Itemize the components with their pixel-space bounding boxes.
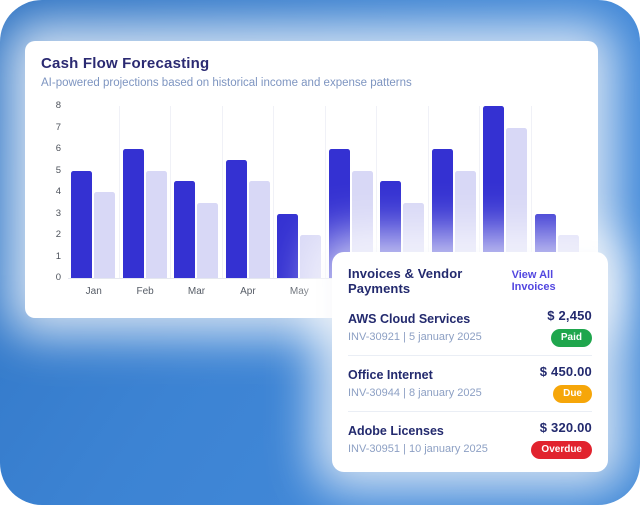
invoice-meta: INV-30944 | 8 january 2025 [348, 387, 482, 399]
secondary-bar [248, 181, 270, 278]
primary-bar [483, 106, 505, 278]
primary-bar [71, 170, 93, 278]
invoice-amount: $ 450.00 [539, 364, 592, 379]
view-all-invoices-link[interactable]: View All Invoices [511, 269, 556, 293]
bar-group-mar [170, 106, 222, 278]
secondary-bar [94, 192, 116, 278]
primary-bar [225, 159, 247, 278]
primary-bar [277, 213, 299, 278]
status-badge: Overdue [531, 441, 592, 459]
cash-flow-card: Cash Flow Forecasting AI-powered project… [25, 41, 598, 318]
invoice-row[interactable]: AWS Cloud Services INV-30921 | 5 january … [348, 300, 592, 355]
bar-group-jun [324, 106, 377, 278]
invoice-list: AWS Cloud Services INV-30921 | 5 january … [348, 300, 592, 467]
secondary-bar [351, 170, 373, 278]
secondary-bar [300, 235, 322, 278]
page-title: Cash Flow Forecasting [41, 55, 210, 72]
invoices-card: Invoices & Vendor Payments View All Invo… [332, 252, 608, 472]
secondary-bar [145, 170, 167, 278]
bar-group-apr [221, 106, 274, 278]
invoice-info: Adobe Licenses INV-30951 | 10 january 202… [348, 424, 488, 455]
invoice-row[interactable]: Office Internet INV-30944 | 8 january 202… [348, 355, 592, 411]
primary-bar [431, 149, 453, 278]
x-axis-label: Jan [85, 285, 102, 297]
primary-bar [122, 149, 144, 278]
secondary-bar [197, 202, 219, 278]
invoice-info: Office Internet INV-30944 | 8 january 202… [348, 368, 482, 399]
invoice-name: Adobe Licenses [348, 424, 444, 438]
invoice-info: AWS Cloud Services INV-30921 | 5 january … [348, 312, 482, 343]
primary-bar [328, 149, 350, 278]
invoice-name: AWS Cloud Services [348, 312, 471, 326]
invoice-row[interactable]: Adobe Licenses INV-30951 | 10 january 202… [348, 411, 592, 467]
bar-group-aug [427, 106, 480, 278]
invoices-header: Invoices & Vendor Payments View All Invo… [348, 266, 592, 296]
x-axis-label: Apr [240, 285, 256, 297]
secondary-bar [506, 127, 528, 278]
bar-group-sep [479, 106, 531, 278]
secondary-bar [454, 170, 476, 278]
x-axis-label: May [289, 285, 309, 297]
status-badge: Paid [550, 329, 592, 347]
page-subtitle: AI-powered projections based on historic… [41, 77, 412, 89]
bar-group-may [273, 106, 325, 278]
invoice-meta: INV-30951 | 10 january 2025 [348, 443, 488, 455]
status-badge: Due [553, 385, 592, 403]
invoice-amount: $ 2,450 [547, 308, 592, 323]
invoice-amount: $ 320.00 [539, 420, 592, 435]
primary-bar [174, 181, 196, 278]
invoice-amount-status: $ 2,450 Paid [547, 308, 592, 347]
bar-group-feb [118, 106, 171, 278]
x-axis-label: Feb [136, 285, 154, 297]
invoice-amount-status: $ 320.00 Overdue [531, 420, 592, 459]
bar-group-jan [68, 106, 119, 278]
invoice-amount-status: $ 450.00 Due [540, 364, 592, 403]
invoice-name: Office Internet [348, 368, 433, 382]
invoice-meta: INV-30921 | 5 january 2025 [348, 331, 482, 343]
invoices-title: Invoices & Vendor Payments [348, 266, 463, 296]
x-axis-label: Mar [187, 285, 206, 297]
